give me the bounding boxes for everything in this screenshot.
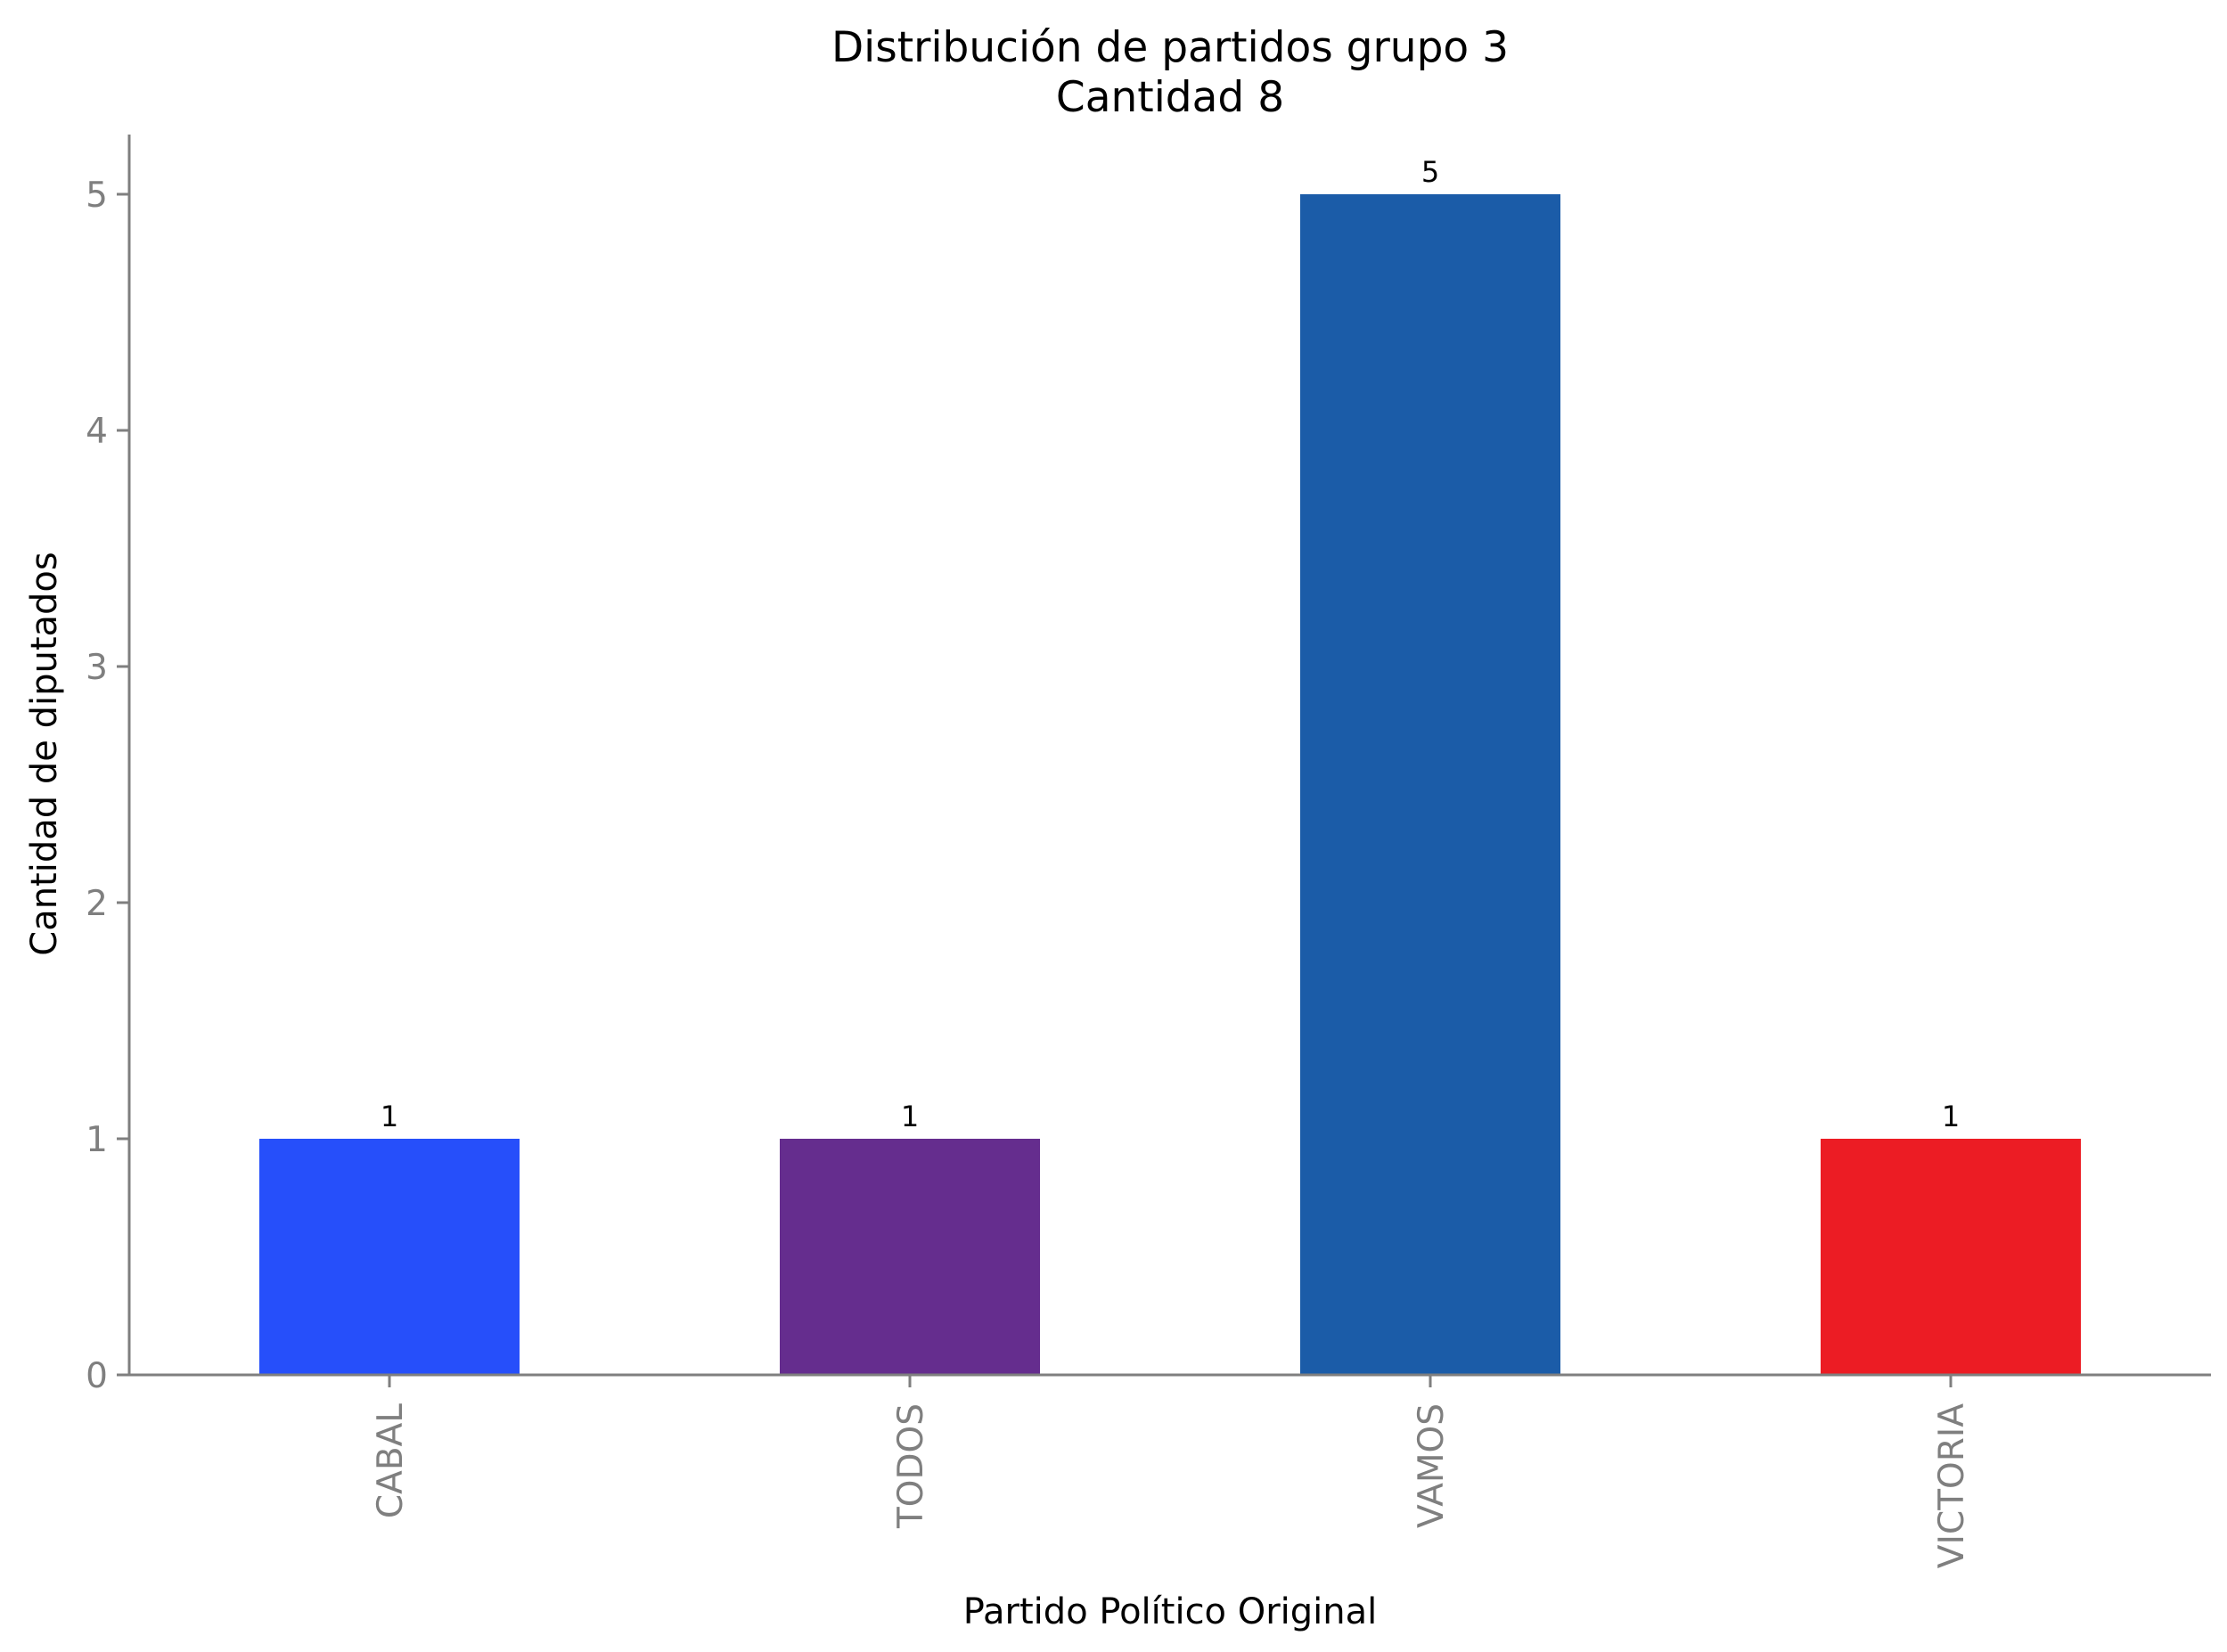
y-axis-label: Cantidad de diputados (24, 552, 65, 955)
bar-vamos (1300, 194, 1560, 1375)
y-tick-label-2: 2 (86, 884, 108, 924)
data-label-todos: 1 (901, 1100, 919, 1133)
y-tick-label-5: 5 (86, 176, 108, 216)
bar-todos (780, 1139, 1040, 1375)
chart-subtitle: Cantidad 8 (1056, 73, 1284, 122)
y-tick-label-4: 4 (86, 412, 108, 452)
bars-group (259, 194, 2081, 1375)
x-ticks-group: CABAL TODOS VAMOS VICTORIA (371, 1375, 1972, 1568)
x-axis-label: Partido Político Original (963, 1591, 1378, 1632)
chart-title: Distribución de partidos grupo 3 (831, 23, 1509, 72)
data-labels-group: 1 1 5 1 (381, 155, 1960, 1133)
bar-cabal (259, 1139, 520, 1375)
x-tick-label-todos: TODOS (891, 1403, 931, 1529)
data-label-vamos: 5 (1421, 155, 1439, 189)
data-label-victoria: 1 (1942, 1100, 1960, 1133)
y-tick-label-0: 0 (86, 1356, 108, 1396)
x-tick-label-cabal: CABAL (371, 1403, 411, 1518)
data-label-cabal: 1 (381, 1100, 398, 1133)
y-tick-label-3: 3 (86, 648, 108, 688)
y-tick-label-1: 1 (86, 1120, 108, 1160)
bar-victoria (1821, 1139, 2081, 1375)
x-tick-label-victoria: VICTORIA (1932, 1403, 1972, 1569)
x-tick-label-vamos: VAMOS (1412, 1403, 1452, 1528)
y-ticks-group: 0 1 2 3 4 5 (86, 176, 129, 1396)
